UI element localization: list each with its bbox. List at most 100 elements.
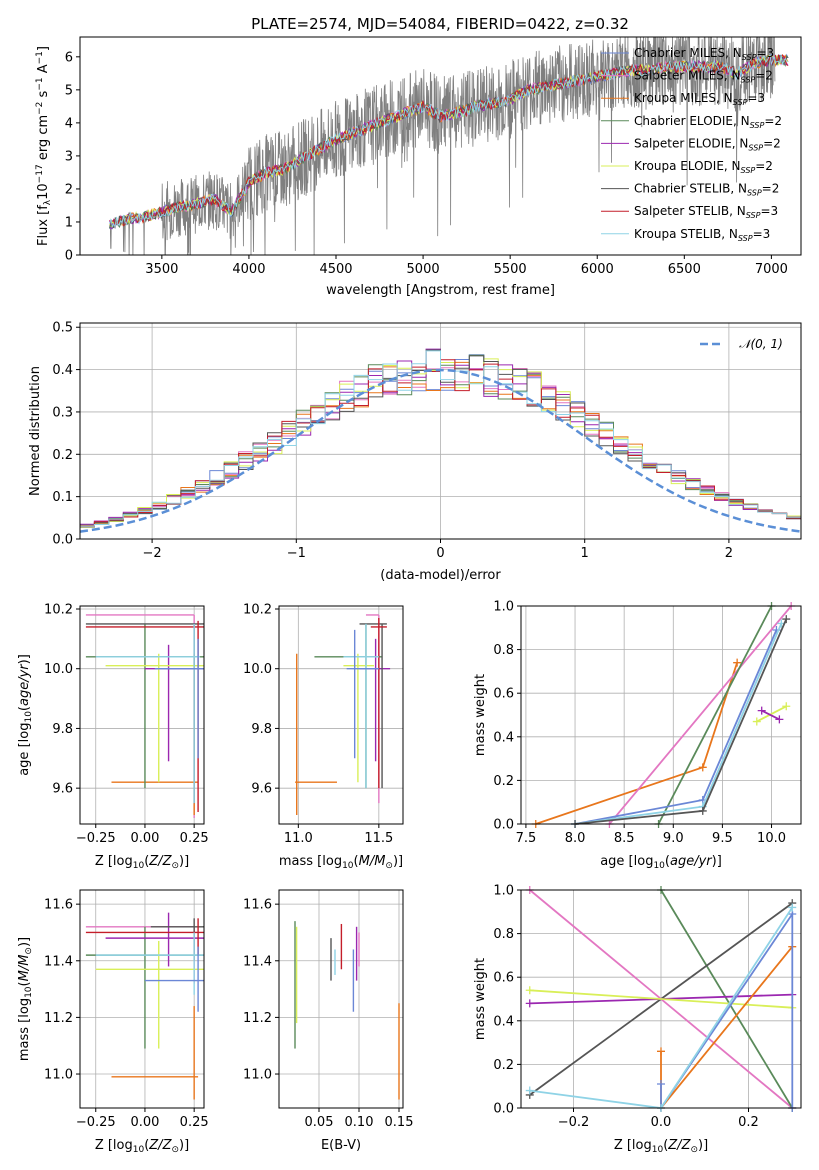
mass-weight-line <box>660 946 793 1111</box>
y-tick-label: 0.2 <box>52 448 73 463</box>
y-tick-label: 0.1 <box>52 490 73 505</box>
y-axis-label: mass [log10(M/M⊙)] <box>17 937 34 1061</box>
x-tick-label: 0.10 <box>345 1115 374 1130</box>
legend-label: Salpeter ELODIE, NSSP=2 <box>634 136 781 152</box>
y-tick-label: 9.8 <box>251 722 272 737</box>
axes-frame <box>79 36 802 256</box>
y-tick-label: 11.0 <box>44 1068 73 1083</box>
y-tick-label: 0.0 <box>493 818 514 833</box>
legend-label: Chabrier STELIB, NSSP=2 <box>634 182 779 198</box>
axes-frame <box>278 605 404 825</box>
x-tick-label: 3500 <box>145 262 178 277</box>
x-axis-label: mass [log10(M/M⊙)] <box>279 854 403 871</box>
y-tick-label: 11.4 <box>243 954 272 969</box>
y-tick-label: 0.4 <box>52 363 73 378</box>
y-tick-label: 11.4 <box>44 954 73 969</box>
x-tick-label: 0.15 <box>385 1115 414 1130</box>
x-tick-label: 1 <box>581 546 589 561</box>
x-tick-label: 11.5 <box>364 831 393 846</box>
x-tick-label: 0.00 <box>130 1115 159 1130</box>
x-tick-label: 0.25 <box>180 831 209 846</box>
x-tick-label: 4500 <box>319 262 352 277</box>
x-tick-label: 6000 <box>581 262 614 277</box>
y-axis-label: mass weight <box>473 674 488 756</box>
y-tick-label: 9.6 <box>251 782 272 797</box>
y-tick-label: 10.2 <box>44 602 73 617</box>
y-axis-label: Normed distribution <box>28 366 43 496</box>
x-tick-label: 5500 <box>494 262 527 277</box>
mass-weight-line <box>660 889 794 1109</box>
x-tick-label: −0.25 <box>76 831 116 846</box>
x-tick-label: −0.2 <box>558 1115 590 1130</box>
x-axis-label: E(B-V) <box>321 1138 361 1153</box>
x-axis-label: Z [log10(Z/Z⊙)] <box>95 1138 189 1155</box>
legend-label: Kroupa ELODIE, NSSP=2 <box>634 159 773 175</box>
y-tick-label: 0.6 <box>493 687 514 702</box>
legend-label: Salpeter STELIB, NSSP=3 <box>634 204 778 220</box>
massweight_vs_age-panel: 7.5 8.0 8.5 9.0 9.5 10.0 0.0 0.2 0.4 0.6 0.8 1.0 age… <box>473 600 802 871</box>
mass-weight-point <box>525 986 534 995</box>
y-tick-label: 11.6 <box>44 898 73 913</box>
spectrum-panel: 3500 4000 4500 5000 5500 6000 6500 7000 0 1 2 3 4 5 6 C… <box>35 36 802 298</box>
x-axis-label: wavelength [Angstrom, rest frame] <box>326 283 555 298</box>
gaussian-curve <box>79 368 802 533</box>
y-tick-label: 9.6 <box>52 782 73 797</box>
x-tick-label: 0.0 <box>651 1115 672 1130</box>
mass-weight-line <box>529 989 793 1009</box>
x-tick-label: 8.0 <box>565 831 586 846</box>
x-tick-label: 9.5 <box>712 831 733 846</box>
y-axis-label: age [log10(age/yr)] <box>17 654 34 776</box>
mass-weight-point <box>782 615 791 624</box>
axes-frame <box>79 889 205 1109</box>
x-tick-label: 10.0 <box>757 831 786 846</box>
y-tick-label: 0 <box>65 249 73 264</box>
y-tick-label: 11.2 <box>243 1011 272 1026</box>
x-tick-label: 0.05 <box>305 1115 334 1130</box>
y-tick-label: 11.6 <box>243 898 272 913</box>
x-axis-label: age [log10(age/yr)] <box>600 854 722 871</box>
x-tick-label: 11.0 <box>284 831 313 846</box>
mass_vs_Z-panel: −0.25 0.00 0.25 11.0 11.2 11.4 11.6 Z [log10(Z/… <box>17 889 209 1155</box>
mass-weight-point <box>525 1086 534 1095</box>
axes-frame <box>79 322 802 540</box>
x-tick-label: 6500 <box>668 262 701 277</box>
x-tick-label: −0.25 <box>76 1115 116 1130</box>
y-tick-label: 0.3 <box>52 405 73 420</box>
axes-frame <box>520 889 802 1109</box>
y-axis-label: Flux [fλ10−17 erg cm−2 s−1 A−1] <box>35 46 53 246</box>
y-tick-label: 1.0 <box>493 884 514 899</box>
residual-histogram <box>80 350 801 539</box>
figure-title: PLATE=2574, MJD=54084, FIBERID=0422, z=0… <box>251 15 629 33</box>
residuals-panel: −2 −1 0 1 2 0.0 0.1 0.2 0.3 0.4 0.5 𝒩(0, 1) (data-mo… <box>28 321 802 583</box>
x-tick-label: 0.25 <box>180 1115 209 1130</box>
y-tick-label: 1 <box>65 215 73 230</box>
x-tick-label: 0.2 <box>738 1115 759 1130</box>
mass-weight-point <box>657 1080 665 1089</box>
mass-weight-point <box>757 706 766 715</box>
mass-weight-line <box>608 605 792 825</box>
y-tick-label: 3 <box>65 149 73 164</box>
mass-weight-line <box>660 911 794 1111</box>
y-tick-label: 0.2 <box>493 1058 514 1073</box>
mass-weight-point <box>698 806 707 815</box>
x-tick-label: 2 <box>725 546 733 561</box>
legend-label: 𝒩(0, 1) <box>739 337 783 351</box>
x-tick-label: 0 <box>436 546 444 561</box>
x-tick-label: 0.00 <box>130 831 159 846</box>
x-tick-label: 7000 <box>755 262 788 277</box>
y-tick-label: 0.8 <box>493 643 514 658</box>
mass-weight-point <box>698 763 707 772</box>
x-tick-label: −2 <box>143 546 162 561</box>
x-tick-label: 8.5 <box>614 831 635 846</box>
age_vs_Z-panel: −0.25 0.00 0.25 9.6 9.8 10.0 10.2 Z [log10(Z/Z⊙… <box>17 602 209 871</box>
y-tick-label: 10.0 <box>44 662 73 677</box>
legend-label: Chabrier MILES, NSSP=3 <box>634 46 774 62</box>
mass-weight-point <box>775 715 784 724</box>
mass-weight-line <box>756 705 787 723</box>
x-tick-label: 4000 <box>232 262 265 277</box>
mass_vs_ebv-panel: 0.05 0.10 0.15 11.0 11.2 11.4 11.6 E(B-V) <box>243 889 414 1153</box>
y-tick-label: 11.0 <box>243 1068 272 1083</box>
y-tick-label: 10.0 <box>243 662 272 677</box>
massweight_vs_Z-panel: −0.2 0.0 0.2 0.0 0.2 0.4 0.6 0.8 1.0 Z [log10(Z/Z… <box>473 884 802 1155</box>
